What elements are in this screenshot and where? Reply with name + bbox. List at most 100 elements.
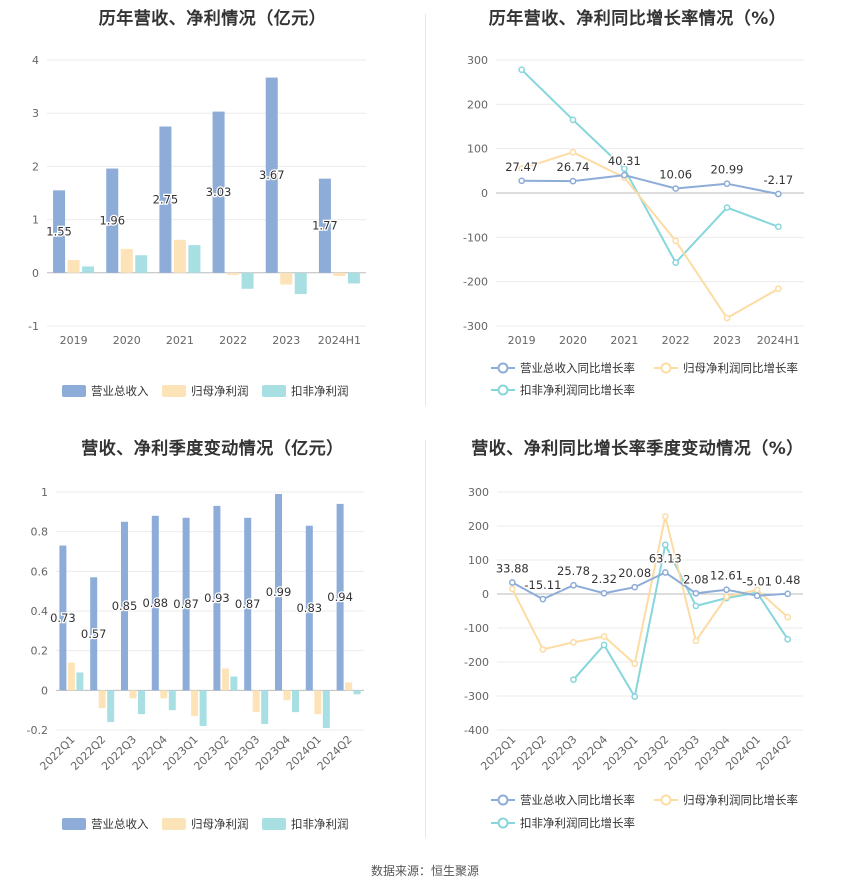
data-point (620, 171, 628, 179)
data-point (508, 579, 516, 586)
y-tick-label: 0 (32, 267, 39, 280)
bar (322, 690, 330, 729)
data-label: 0.88 (142, 596, 168, 610)
series-line (521, 151, 779, 320)
legend-swatch (497, 817, 509, 829)
x-tick-label: 2019 (60, 334, 88, 347)
data-label: 0.57 (81, 627, 107, 641)
legend-swatch (62, 818, 86, 830)
data-point (570, 581, 577, 589)
bar (106, 168, 119, 273)
data-point (723, 593, 730, 601)
x-tick-label: 2024H1 (318, 334, 361, 347)
data-label: 40.31 (608, 154, 641, 168)
x-tick-label: 2024H1 (757, 334, 800, 347)
bar (98, 690, 106, 709)
data-point (620, 165, 628, 172)
x-tick-label: 2022 (219, 334, 247, 347)
chart-title: 营收、净利季度变动情况（亿元） (81, 439, 344, 459)
series-line (521, 174, 779, 195)
data-label: 25.78 (557, 564, 590, 578)
y-tick-label: 0.4 (31, 605, 49, 618)
data-label: 0.94 (327, 590, 353, 604)
bar (138, 690, 145, 715)
y-tick-label: -0.2 (27, 724, 48, 737)
x-tick-label: 2023 (713, 334, 741, 347)
data-label: 2.75 (153, 193, 179, 207)
data-point (539, 595, 547, 603)
annual-revenue-svg: -1 0 1 2 3 4 2019 2020 2021 2022 2023 2024H1 1.55 1.9… (28, 54, 366, 398)
legend-swatch (497, 362, 509, 374)
bar (347, 272, 360, 284)
bar (82, 266, 95, 273)
data-point (631, 660, 639, 668)
bar (67, 260, 80, 273)
data-point (569, 116, 577, 124)
bar (345, 682, 353, 691)
y-tick-label: 200 (468, 520, 489, 533)
data-point (539, 646, 547, 653)
bar (314, 690, 322, 715)
legend-label: 归母净利润 (191, 384, 249, 398)
data-label: 3.67 (259, 168, 285, 182)
data-point (600, 641, 608, 649)
data-label: 0.73 (50, 611, 76, 625)
bar (135, 255, 148, 273)
data-label: 1.96 (99, 214, 125, 228)
legend-swatch (660, 794, 672, 806)
bar (227, 272, 240, 275)
y-tick-label: 1 (41, 486, 48, 499)
y-tick-label: 3 (32, 107, 39, 120)
bar (294, 272, 307, 295)
legend-label: 归母净利润同比增长率 (683, 361, 798, 375)
data-label: -2.17 (763, 173, 793, 187)
data-label: 26.74 (557, 160, 590, 174)
data-point (723, 314, 731, 322)
x-tick-label: 2022 (662, 334, 690, 347)
x-tick-label: 2019 (508, 334, 536, 347)
data-label: 12.61 (710, 569, 743, 583)
y-tick-label: -1 (28, 320, 39, 333)
y-tick-label: 200 (467, 98, 488, 111)
y-tick-label: 0 (481, 187, 488, 200)
legend-label: 营业总收入 (91, 817, 149, 831)
data-point (518, 66, 526, 74)
data-point (661, 541, 669, 549)
data-point (631, 583, 639, 591)
bar (265, 77, 278, 273)
data-point (723, 204, 731, 211)
data-point (569, 148, 577, 156)
bar (182, 517, 190, 691)
y-tick-label: 0.8 (31, 526, 49, 539)
chart-title: 历年营收、净利情况（亿元） (98, 9, 327, 29)
data-label: 0.87 (173, 597, 199, 611)
legend-swatch (162, 818, 186, 830)
legend-swatch (497, 384, 509, 396)
y-tick-label: 0 (41, 684, 48, 697)
bar (336, 503, 344, 691)
data-point (518, 177, 526, 185)
bar (221, 668, 229, 691)
legend-label: 归母净利润同比增长率 (683, 793, 798, 807)
bar (252, 690, 260, 713)
data-point (600, 589, 608, 597)
data-point (774, 223, 782, 231)
data-point (774, 285, 782, 293)
bar (90, 577, 98, 691)
y-tick-label: 0.6 (31, 565, 49, 578)
legend-label: 营业总收入同比增长率 (520, 361, 635, 375)
legend-label: 扣非净利润同比增长率 (520, 816, 635, 830)
data-label: 10.06 (659, 168, 692, 182)
data-label: 0.48 (775, 573, 801, 587)
y-tick-label: -200 (463, 276, 488, 289)
data-point (672, 185, 680, 192)
bar (168, 690, 176, 711)
y-tick-label: 4 (32, 54, 39, 67)
bar (230, 676, 238, 691)
bar (188, 245, 201, 273)
bar (199, 690, 207, 727)
legend-swatch (660, 362, 672, 374)
data-point (508, 585, 516, 593)
y-tick-label: 300 (467, 54, 488, 67)
quarterly-growth-chart: 营收、净利同比增长率季度变动情况（%） -400 -300 -200 -100 0 100… (425, 430, 850, 860)
